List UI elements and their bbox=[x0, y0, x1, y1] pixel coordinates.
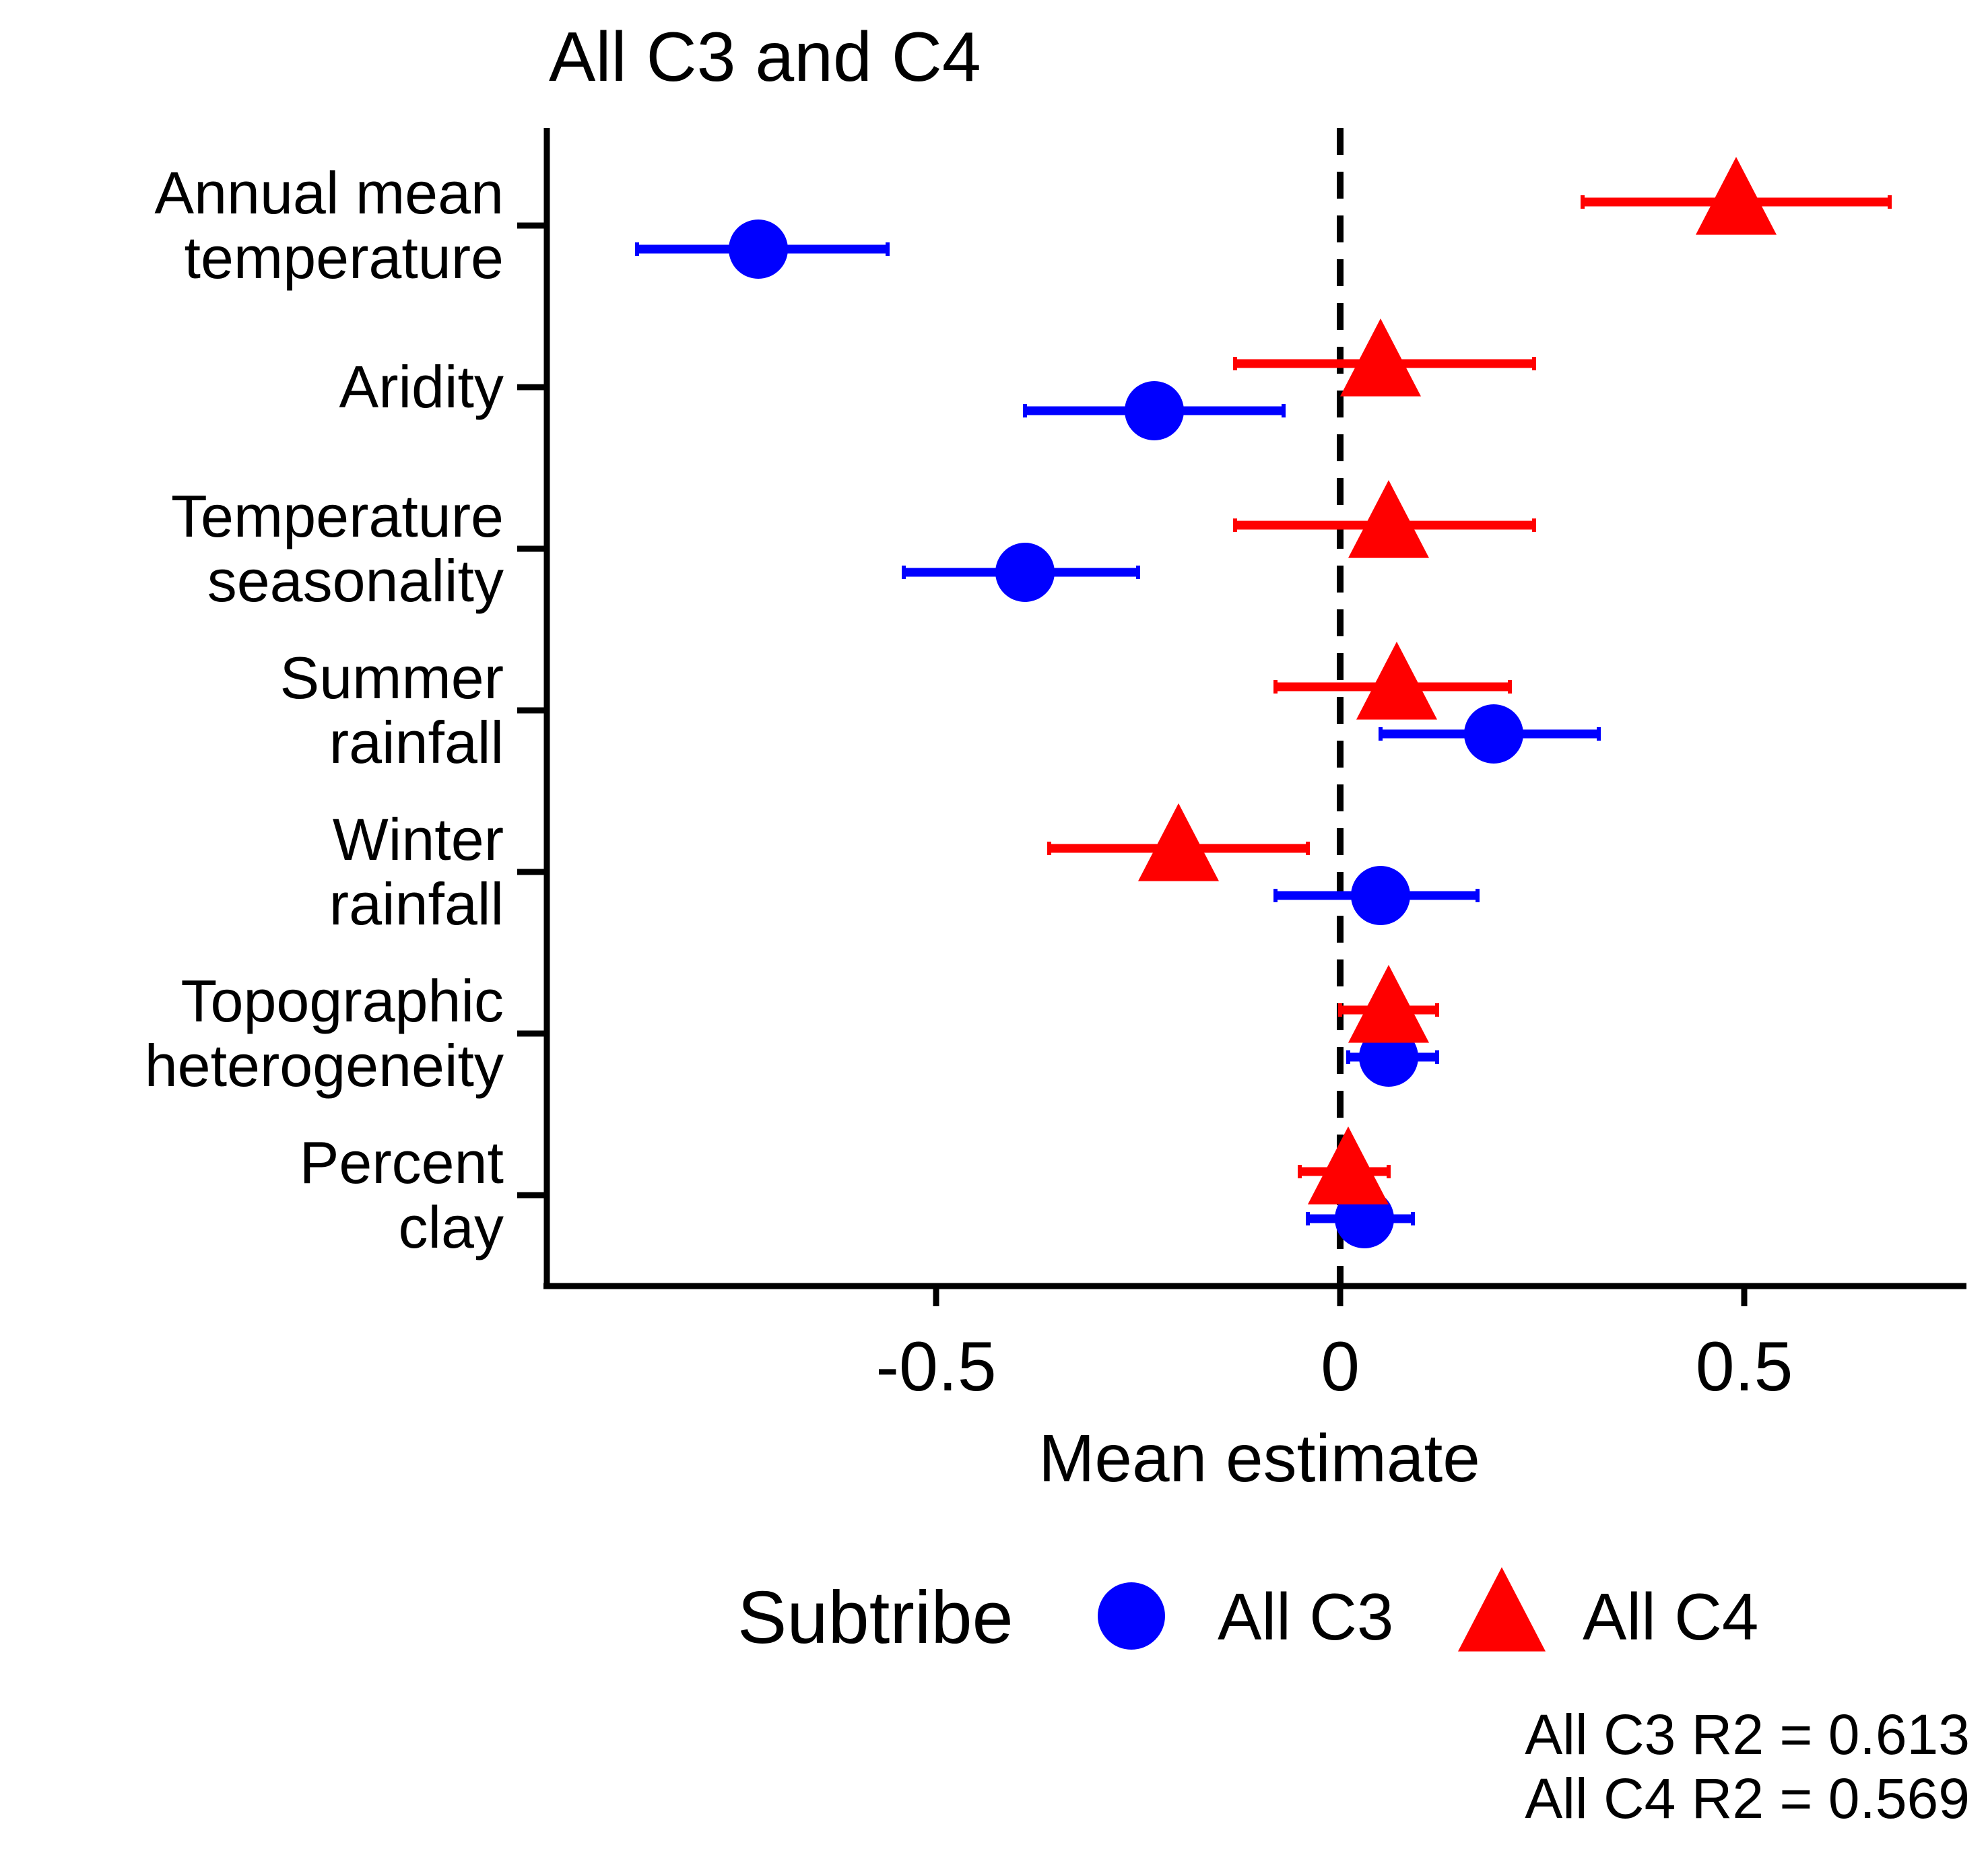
point-marker bbox=[1138, 803, 1219, 881]
y-tick-label: rainfall bbox=[329, 709, 504, 776]
y-tick-label: clay bbox=[399, 1194, 504, 1260]
legend-label: All C3 bbox=[1218, 1580, 1393, 1654]
point-marker bbox=[1696, 157, 1777, 235]
c4-estimate bbox=[1233, 480, 1536, 558]
y-tick-label: seasonality bbox=[207, 547, 504, 614]
y-tick-label: Annual mean bbox=[154, 160, 504, 226]
point-marker bbox=[1125, 381, 1184, 440]
c3-estimate bbox=[1379, 704, 1601, 764]
x-axis-title: Mean estimate bbox=[1038, 1421, 1480, 1496]
c3-estimate bbox=[902, 543, 1140, 602]
x-axis-ticks: -0.5 0 0.5 bbox=[875, 1286, 1793, 1406]
legend-triangle-icon bbox=[1458, 1567, 1546, 1652]
point-marker bbox=[1348, 965, 1429, 1043]
y-tick-label: rainfall bbox=[329, 871, 504, 937]
c4-estimate bbox=[1047, 803, 1310, 881]
y-tick-label: Percent bbox=[300, 1129, 504, 1196]
legend-circle-icon bbox=[1098, 1582, 1165, 1650]
r2-annotation: All C3 R2 = 0.613 bbox=[1525, 1703, 1970, 1766]
point-marker bbox=[995, 543, 1055, 602]
c4-estimate bbox=[1273, 642, 1512, 720]
point-marker bbox=[729, 220, 788, 279]
c3-estimate bbox=[635, 220, 890, 279]
y-tick-label: temperature bbox=[185, 224, 504, 291]
c4-estimate bbox=[1298, 1126, 1391, 1205]
point-marker bbox=[1464, 704, 1523, 764]
y-tick-label: Winter bbox=[333, 806, 504, 873]
c4-estimate bbox=[1338, 965, 1439, 1043]
y-tick-label: Summer bbox=[280, 644, 504, 711]
point-marker bbox=[1351, 866, 1410, 925]
c4-estimate bbox=[1581, 157, 1892, 235]
c4-estimate bbox=[1233, 318, 1536, 397]
y-tick-label: heterogeneity bbox=[145, 1032, 504, 1099]
point-marker bbox=[1308, 1126, 1389, 1205]
chart-title: All C3 and C4 bbox=[549, 18, 981, 96]
axes bbox=[517, 128, 1966, 1289]
point-marker bbox=[1340, 318, 1421, 397]
legend-title: Subtribe bbox=[737, 1576, 1014, 1659]
c3-estimate bbox=[1023, 381, 1286, 440]
y-tick-label: Temperature bbox=[171, 483, 504, 549]
c3-estimate bbox=[1273, 866, 1480, 925]
x-tick-label: 0 bbox=[1321, 1328, 1360, 1406]
x-tick-label: -0.5 bbox=[875, 1328, 996, 1406]
legend: Subtribe All C3 All C4 bbox=[737, 1567, 1758, 1659]
y-tick-label: Aridity bbox=[339, 353, 504, 420]
y-tick-label: Topographic bbox=[181, 968, 504, 1034]
r2-annotation: All C4 R2 = 0.569 bbox=[1525, 1767, 1970, 1830]
data-marks bbox=[635, 157, 1892, 1248]
point-marker bbox=[1348, 480, 1429, 558]
point-marker bbox=[1356, 642, 1437, 720]
legend-label: All C4 bbox=[1583, 1580, 1758, 1654]
x-tick-label: 0.5 bbox=[1696, 1328, 1793, 1406]
